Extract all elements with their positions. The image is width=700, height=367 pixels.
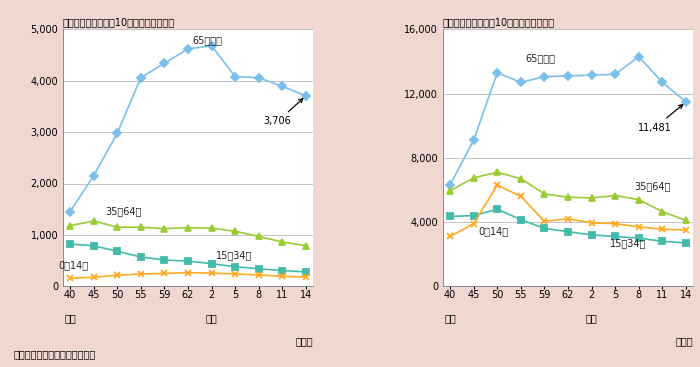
Text: 0〜14歳: 0〜14歳	[478, 226, 508, 236]
Text: 資料：厚生労働省「患者調査」: 資料：厚生労働省「患者調査」	[14, 350, 97, 360]
Text: 15〜34歳: 15〜34歳	[216, 250, 253, 260]
Text: （各年齢階級別人口10万対）　　外　来: （各年齢階級別人口10万対） 外 来	[443, 17, 555, 27]
Text: 昭和: 昭和	[64, 313, 76, 323]
Text: 昭和: 昭和	[444, 313, 456, 323]
Text: （年）: （年）	[676, 336, 693, 346]
Text: （各年齢階級別人口10万対）　　入　院: （各年齢階級別人口10万対） 入 院	[63, 17, 175, 27]
Text: 65歳以上: 65歳以上	[193, 35, 223, 45]
Text: 35〜64歳: 35〜64歳	[634, 181, 671, 191]
Text: 65歳以上: 65歳以上	[526, 53, 556, 63]
Text: 0〜14歳: 0〜14歳	[58, 260, 88, 270]
Text: 3,706: 3,706	[264, 99, 303, 126]
Text: 11,481: 11,481	[638, 105, 682, 132]
Text: （年）: （年）	[295, 336, 313, 346]
Text: 35〜64歳: 35〜64歳	[106, 206, 142, 216]
Text: 平成: 平成	[586, 313, 598, 323]
Text: 平成: 平成	[206, 313, 218, 323]
Text: 15〜34歳: 15〜34歳	[610, 239, 647, 248]
